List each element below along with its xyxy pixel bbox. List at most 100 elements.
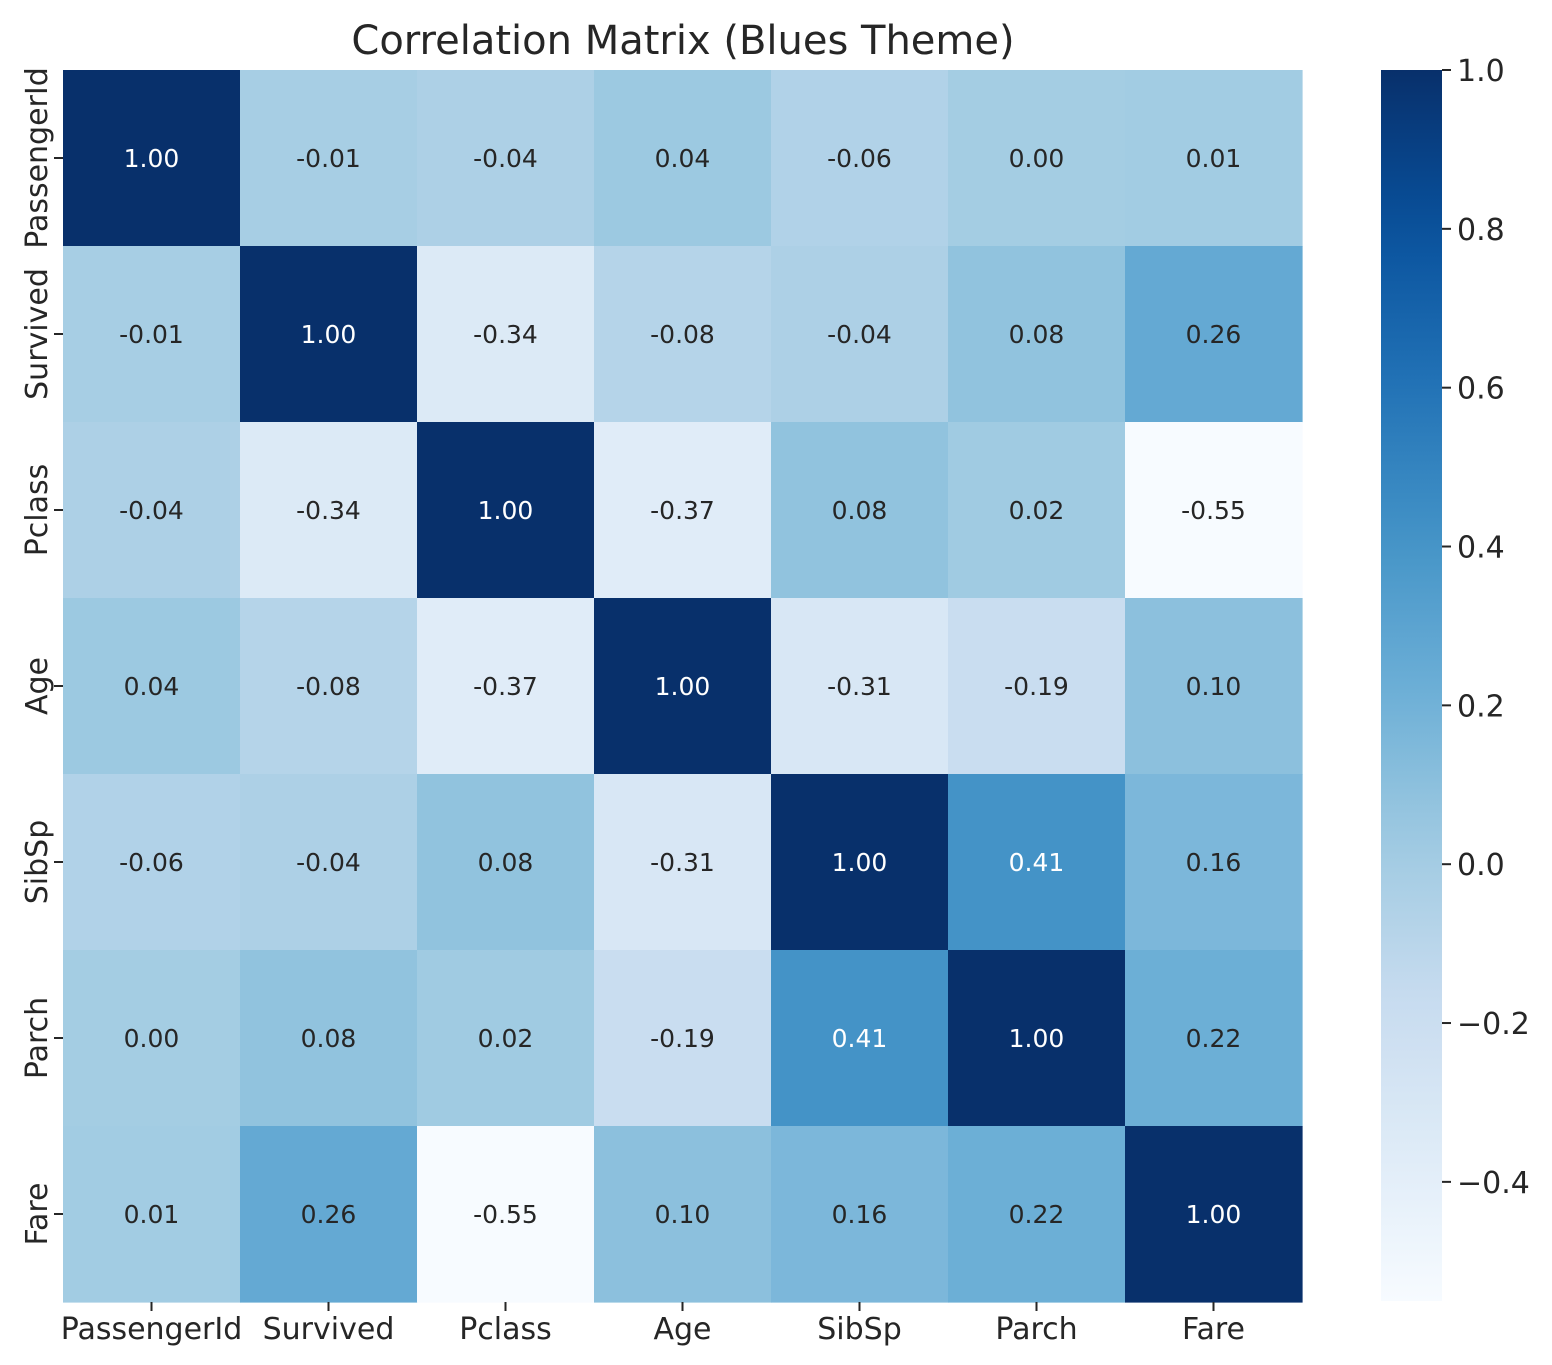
cell-value-label: 0.04 bbox=[124, 672, 180, 701]
heatmap-cell-parch-survived bbox=[240, 950, 418, 1127]
cell-value-label: 1.00 bbox=[1009, 1024, 1065, 1053]
heatmap-cell-sibsp-parch bbox=[948, 774, 1126, 951]
heatmap-cell-fare-parch bbox=[948, 1126, 1126, 1303]
cell-value-label: 0.00 bbox=[124, 1024, 180, 1053]
heatmap-cell-passengerid-age bbox=[594, 70, 772, 247]
cell-value-label: -0.31 bbox=[827, 672, 892, 701]
y-tick-label-fare: Fare bbox=[20, 1182, 55, 1245]
cell-value-label: 0.22 bbox=[1009, 1200, 1065, 1229]
heatmap-cell-pclass-sibsp bbox=[771, 422, 949, 599]
heatmap-cell-pclass-parch bbox=[948, 422, 1126, 599]
cell-value-label: 0.22 bbox=[1186, 1024, 1242, 1053]
cell-value-label: 0.41 bbox=[1009, 848, 1065, 877]
heatmap-cell-survived-pclass bbox=[417, 246, 595, 423]
heatmap-cell-pclass-passengerid bbox=[63, 422, 241, 599]
y-axis: PassengerId Survived Pclass Age SibSp Parch Fa… bbox=[20, 67, 63, 1246]
cell-value-label: -0.37 bbox=[650, 496, 715, 525]
heatmap-cell-pclass-age bbox=[594, 422, 772, 599]
cell-value-label: 0.08 bbox=[478, 848, 534, 877]
cell-value-label: -0.06 bbox=[827, 144, 892, 173]
cell-value-label: -0.08 bbox=[296, 672, 361, 701]
y-tick-label-age: Age bbox=[20, 657, 55, 715]
cell-value-label: -0.04 bbox=[119, 496, 184, 525]
cell-value-label: 0.08 bbox=[832, 496, 888, 525]
heatmap-cell-survived-survived bbox=[240, 246, 418, 423]
heatmap-cell-parch-sibsp bbox=[771, 950, 949, 1127]
cell-value-label: -0.34 bbox=[296, 496, 361, 525]
cell-value-label: 0.02 bbox=[1009, 496, 1065, 525]
cell-value-label: 0.10 bbox=[1186, 672, 1242, 701]
colorbar-tick-label: 0.8 bbox=[1457, 213, 1505, 248]
colorbar-tick-label: 0.2 bbox=[1457, 689, 1505, 724]
heatmap-cell-age-passengerid bbox=[63, 598, 241, 775]
cell-value-label: -0.19 bbox=[1004, 672, 1069, 701]
x-tick-label-sibsp: SibSp bbox=[817, 1312, 902, 1347]
colorbar-tick-label: 0.6 bbox=[1457, 372, 1505, 407]
heatmap-cell-survived-sibsp bbox=[771, 246, 949, 423]
cell-value-label: 0.02 bbox=[478, 1024, 534, 1053]
heatmap-cell-age-parch bbox=[948, 598, 1126, 775]
heatmap-cell-survived-passengerid bbox=[63, 246, 241, 423]
cell-value-label: -0.01 bbox=[296, 144, 361, 173]
y-tick-label-parch: Parch bbox=[20, 997, 55, 1079]
cell-value-label: -0.55 bbox=[473, 1200, 538, 1229]
heatmap-cell-sibsp-survived bbox=[240, 774, 418, 951]
cell-value-label: 0.10 bbox=[655, 1200, 711, 1229]
cell-value-label: -0.06 bbox=[119, 848, 184, 877]
cell-value-label: 1.00 bbox=[655, 672, 711, 701]
cell-value-label: 0.04 bbox=[655, 144, 711, 173]
heatmap-cell-fare-fare bbox=[1125, 1126, 1303, 1303]
y-tick-label-passengerid: PassengerId bbox=[20, 67, 55, 249]
cell-value-label: -0.01 bbox=[119, 320, 184, 349]
cell-value-label: -0.04 bbox=[473, 144, 538, 173]
cell-value-label: 0.01 bbox=[1186, 144, 1242, 173]
cell-value-label: 0.08 bbox=[301, 1024, 357, 1053]
cell-value-label: 0.01 bbox=[124, 1200, 180, 1229]
heatmap-cell-passengerid-fare bbox=[1125, 70, 1303, 247]
heatmap-cell-passengerid-survived bbox=[240, 70, 418, 247]
heatmap-cell-passengerid-sibsp bbox=[771, 70, 949, 247]
heatmap-cell-passengerid-passengerid bbox=[63, 70, 241, 247]
cell-value-label: 1.00 bbox=[301, 320, 357, 349]
heatmap-cell-sibsp-sibsp bbox=[771, 774, 949, 951]
heatmap-cell-survived-age bbox=[594, 246, 772, 423]
x-tick-label-parch: Parch bbox=[995, 1312, 1077, 1347]
y-tick-label-pclass: Pclass bbox=[20, 464, 55, 557]
cell-value-label: 0.41 bbox=[832, 1024, 888, 1053]
cell-value-label: 0.00 bbox=[1009, 144, 1065, 173]
heatmap-cell-age-age bbox=[594, 598, 772, 775]
heatmap-cell-parch-pclass bbox=[417, 950, 595, 1127]
cell-value-label: -0.19 bbox=[650, 1024, 715, 1053]
y-tick-label-survived: Survived bbox=[20, 268, 55, 400]
cell-value-label: 0.16 bbox=[832, 1200, 888, 1229]
colorbar-tick-label: −0.4 bbox=[1457, 1166, 1530, 1201]
heatmap-cell-parch-passengerid bbox=[63, 950, 241, 1127]
cell-value-label: 1.00 bbox=[124, 144, 180, 173]
heatmap-cell-parch-age bbox=[594, 950, 772, 1127]
colorbar-tick-label: 0.4 bbox=[1457, 531, 1505, 566]
heatmap-cell-sibsp-age bbox=[594, 774, 772, 951]
cell-value-label: -0.31 bbox=[650, 848, 715, 877]
heatmap-cell-age-survived bbox=[240, 598, 418, 775]
cell-value-label: 0.08 bbox=[1009, 320, 1065, 349]
cell-value-label: 0.16 bbox=[1186, 848, 1242, 877]
heatmap-cell-sibsp-fare bbox=[1125, 774, 1303, 951]
heatmap-cell-fare-sibsp bbox=[771, 1126, 949, 1303]
heatmap-cell-age-pclass bbox=[417, 598, 595, 775]
heatmap-cells: 1.00 -0.01 -0.04 0.04 -0.06 0.00 0.01 -0.01 1.00… bbox=[63, 70, 1303, 1303]
heatmap-cell-parch-fare bbox=[1125, 950, 1303, 1127]
cell-value-label: -0.55 bbox=[1181, 496, 1246, 525]
chart-title: Correlation Matrix (Blues Theme) bbox=[351, 18, 1014, 64]
cell-value-label: 1.00 bbox=[832, 848, 888, 877]
heatmap-cell-pclass-survived bbox=[240, 422, 418, 599]
heatmap-cell-pclass-pclass bbox=[417, 422, 595, 599]
cell-value-label: -0.37 bbox=[473, 672, 538, 701]
x-tick-label-passengerid: PassengerId bbox=[61, 1312, 243, 1347]
x-tick-label-survived: Survived bbox=[263, 1312, 395, 1347]
heatmap-cell-sibsp-passengerid bbox=[63, 774, 241, 951]
cell-value-label: 0.26 bbox=[1186, 320, 1242, 349]
heatmap-cell-passengerid-parch bbox=[948, 70, 1126, 247]
heatmap-cell-survived-parch bbox=[948, 246, 1126, 423]
